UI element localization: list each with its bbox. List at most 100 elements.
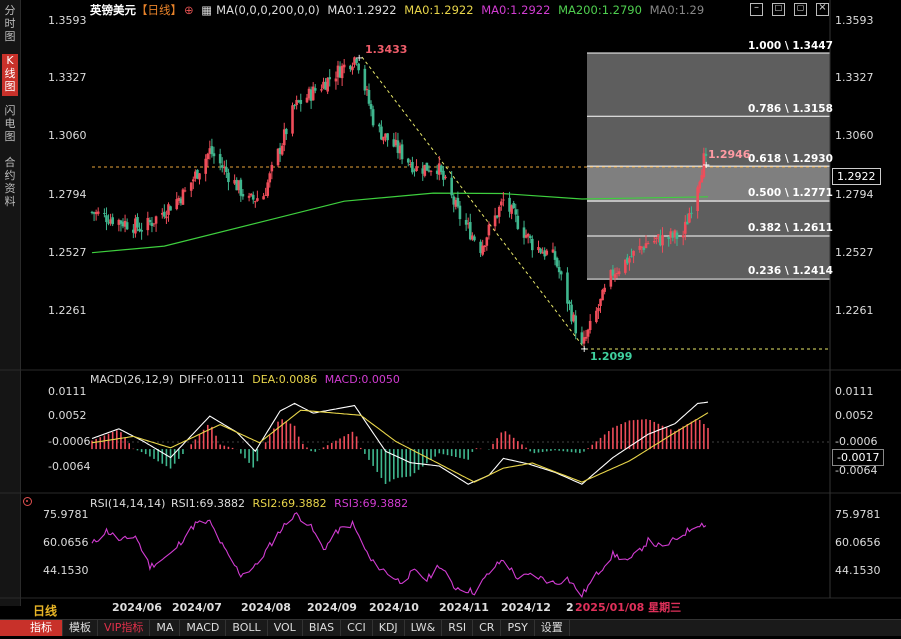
candle — [264, 187, 267, 196]
candle — [688, 207, 691, 224]
candle — [485, 236, 489, 251]
low-cross-icon: + — [580, 344, 588, 355]
candle — [378, 122, 381, 133]
tab-vol[interactable]: VOL — [268, 620, 303, 636]
last-high-annotation: 1.2946 — [708, 148, 751, 161]
fib-label-786: 0.786 \ 1.3158 — [748, 103, 833, 115]
candle — [307, 86, 311, 101]
price-axis-right-1: 1.3327 — [835, 71, 874, 84]
candle — [90, 210, 94, 215]
tab-rsi[interactable]: RSI — [442, 620, 474, 636]
candle — [566, 267, 569, 312]
candle — [497, 205, 501, 224]
tab-indicators[interactable]: 指标 — [0, 620, 63, 636]
candle — [334, 71, 338, 90]
tab-psy[interactable]: PSY — [501, 620, 535, 636]
indicator-settings-icon[interactable] — [23, 497, 32, 506]
candle — [336, 60, 340, 86]
candle — [659, 229, 662, 247]
ma-value-1: MA0:1.2922 — [327, 3, 397, 17]
candle — [435, 164, 439, 180]
macd-axis-left-3: -0.0064 — [48, 460, 91, 473]
candle — [340, 63, 344, 86]
tab-contract-info[interactable]: 合约资料 — [4, 156, 16, 208]
fibonacci-lines — [587, 52, 830, 280]
macd-settings[interactable]: MACD(26,12,9) — [90, 373, 174, 386]
tab-cci[interactable]: CCI — [341, 620, 373, 636]
fib-label-500: 0.500 \ 1.2771 — [748, 187, 833, 199]
candle — [367, 83, 371, 106]
macd-axis-left-0: 0.0111 — [48, 385, 87, 398]
candle — [268, 171, 272, 188]
candle — [355, 57, 358, 66]
minimize-icon[interactable] — [750, 2, 763, 16]
candle — [626, 253, 629, 265]
candle — [105, 207, 108, 231]
tab-settings[interactable]: 设置 — [535, 620, 570, 636]
add-indicator-icon[interactable]: ⊕ — [184, 3, 194, 17]
tab-macd[interactable]: MACD — [180, 620, 227, 636]
price-axis-right-3: 1.2794 — [835, 188, 874, 201]
candle — [222, 160, 226, 175]
tab-timeshare[interactable]: 分时图 — [4, 4, 16, 43]
candle — [320, 84, 323, 93]
tab-flash-chart[interactable]: 闪电图 — [4, 104, 16, 143]
candle — [599, 298, 602, 313]
candle — [295, 95, 298, 110]
candle — [165, 210, 168, 224]
ma-settings-icon[interactable]: ▦ — [201, 3, 213, 17]
ma-settings[interactable]: MA(0,0,0,200,0,0) — [216, 3, 320, 17]
candle — [588, 314, 592, 334]
candle — [96, 207, 100, 216]
candle — [351, 62, 354, 75]
candle — [487, 221, 491, 240]
candle — [696, 185, 699, 219]
maximize-icon[interactable] — [794, 2, 807, 16]
fib-label-1000: 1.000 \ 1.3447 — [748, 40, 833, 52]
candle — [559, 270, 563, 281]
chart-canvas[interactable]: + + + — [0, 0, 901, 606]
candle — [597, 303, 600, 319]
cursor-date-tag: 2025/01/08 星期三 — [566, 600, 681, 615]
period-tag[interactable]: 【日线】 — [136, 3, 182, 17]
candle — [146, 211, 150, 236]
fib-label-382: 0.382 \ 1.2611 — [748, 222, 833, 234]
rsi-axis-right-0: 75.9781 — [835, 508, 881, 521]
tab-lw[interactable]: LW& — [405, 620, 443, 636]
tab-boll[interactable]: BOLL — [226, 620, 268, 636]
candle — [669, 228, 673, 245]
candle — [220, 157, 224, 173]
candle — [291, 102, 294, 137]
candle — [613, 267, 617, 282]
candle — [103, 208, 106, 218]
candle — [123, 214, 127, 233]
period-selector[interactable]: 日线 — [33, 604, 58, 618]
candle — [510, 204, 513, 220]
tab-templates[interactable]: 模板 — [63, 620, 98, 636]
tab-cr[interactable]: CR — [473, 620, 502, 636]
tab-kline[interactable]: K线图 — [2, 54, 18, 96]
cursor-cross-icon: + — [702, 160, 710, 171]
tab-ma[interactable]: MA — [150, 620, 181, 636]
trend-line[interactable] — [361, 56, 586, 350]
candle — [235, 177, 238, 191]
price-axis-right-2: 1.3060 — [835, 129, 874, 142]
close-icon[interactable] — [816, 2, 829, 16]
candle — [673, 229, 677, 244]
low-annotation: 1.2099 — [590, 350, 633, 363]
candle — [384, 133, 387, 142]
candle — [603, 283, 606, 295]
candle — [169, 205, 172, 211]
tab-bias[interactable]: BIAS — [303, 620, 342, 636]
rsi-settings[interactable]: RSI(14,14,14) — [90, 497, 166, 510]
tab-kdj[interactable]: KDJ — [373, 620, 405, 636]
candle — [138, 222, 141, 233]
tab-vip-indicators[interactable]: VIP指标 — [98, 620, 151, 636]
rsi2-value: RSI2:69.3882 — [252, 497, 327, 510]
rsi-legend: RSI(14,14,14) RSI1:69.3882 RSI2:69.3882 … — [90, 497, 412, 511]
symbol-name[interactable]: 英镑美元 — [90, 3, 136, 17]
rsi-axis-right-1: 60.0656 — [835, 536, 881, 549]
restore-icon[interactable] — [772, 2, 785, 16]
rsi-axis-left-1: 60.0656 — [43, 536, 89, 549]
rsi-line — [91, 512, 707, 599]
